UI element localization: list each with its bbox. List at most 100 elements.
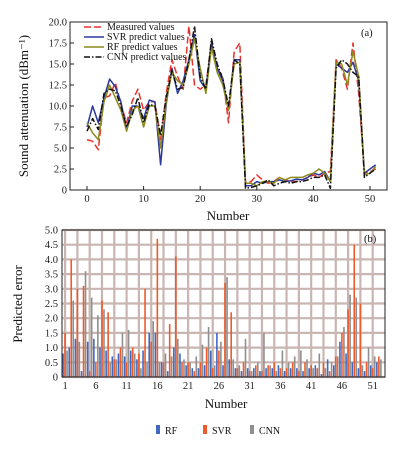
bar-rf xyxy=(265,368,267,377)
bar-cnn xyxy=(293,356,296,377)
bar-rf xyxy=(129,350,132,377)
bar-svr xyxy=(353,244,356,377)
bar-rf xyxy=(332,365,335,377)
bar-rf xyxy=(296,368,298,377)
bar-svr xyxy=(359,303,362,377)
bar-cnn xyxy=(349,294,351,377)
bar-svr xyxy=(125,362,128,377)
bar-svr xyxy=(328,371,331,377)
panel-a-x-tick-label: 50 xyxy=(365,194,376,205)
bar-svr xyxy=(107,312,109,377)
panel-b-legend: RF SVR CNN xyxy=(156,425,280,437)
bar-rf xyxy=(234,368,237,377)
panel-a-y-tick-label: 20.0 xyxy=(49,18,67,29)
bar-svr xyxy=(175,256,177,377)
bar-cnn xyxy=(269,365,271,377)
panel-b-y-tick-label: 3.0 xyxy=(45,284,58,295)
bar-cnn xyxy=(78,341,81,377)
bar-cnn xyxy=(127,329,130,377)
bar-cnn xyxy=(158,362,161,377)
panel-a-y-tick-label: 2.5 xyxy=(54,165,67,176)
bar-rf xyxy=(179,353,181,377)
bar-rf xyxy=(173,347,175,377)
bar-rf xyxy=(326,359,329,377)
bar-rf xyxy=(320,374,323,377)
panel-b-y-axis: 0 0.5 1.0 1.5 2.0 2.5 3.0 3.5 4.0 4.5 5.0 xyxy=(45,226,58,384)
panel-b-y-tick-label: 3.5 xyxy=(45,270,58,281)
bar-rf xyxy=(369,365,372,377)
legend-label-rf: RF xyxy=(165,426,178,437)
panel-b-x-tick-label: 6 xyxy=(93,381,98,392)
panel-a-y-tick-label: 17.5 xyxy=(49,39,67,50)
bar-svr xyxy=(316,368,319,377)
bar-cnn xyxy=(140,368,142,377)
bar-cnn xyxy=(109,362,111,377)
legend-label-cnn-predict-values: CNN predict values xyxy=(107,52,187,63)
panel-b-y-label: Predicted error xyxy=(10,265,25,343)
bar-cnn xyxy=(244,338,247,377)
bar-cnn xyxy=(170,356,173,377)
bar-svr xyxy=(193,371,196,377)
bar-svr xyxy=(261,371,263,377)
bar-rf xyxy=(228,359,230,377)
bar-svr xyxy=(187,362,189,377)
bar-svr xyxy=(242,362,245,377)
bar-cnn xyxy=(103,309,105,377)
bar-svr xyxy=(138,353,140,377)
bar-cnn xyxy=(90,297,93,377)
bar-svr xyxy=(101,300,103,377)
bar-cnn xyxy=(207,327,210,377)
legend-label-measured-values: Measured values xyxy=(107,22,175,33)
bar-cnn xyxy=(318,353,321,377)
bar-svr xyxy=(162,362,165,377)
bar-rf xyxy=(185,365,187,377)
panel-b: (b) 00.51.01.52.02.53.03.54.04.55.0 1 6 11… xyxy=(10,226,386,437)
panel-a-y-tick-label: 0 xyxy=(62,186,67,197)
panel-a-x-tick-label: 30 xyxy=(252,194,263,205)
bar-rf xyxy=(105,350,107,377)
bar-svr xyxy=(64,332,66,377)
panel-b-x-tick-label: 31 xyxy=(244,381,255,392)
bar-cnn xyxy=(201,344,204,377)
bar-cnn xyxy=(84,271,87,377)
bar-svr xyxy=(113,359,116,377)
bar-rf xyxy=(357,368,360,377)
panel-a-x-label: Number xyxy=(207,208,250,223)
panel-b-x-tick-label: 11 xyxy=(122,381,132,392)
bar-svr xyxy=(371,368,374,377)
panel-b-y-tick-label: 2.5 xyxy=(45,299,58,310)
legend-swatch-rf xyxy=(156,425,160,434)
bar-svr xyxy=(150,341,153,377)
panel-a-x-tick-label: 0 xyxy=(84,194,89,205)
bar-svr xyxy=(285,368,288,377)
bar-rf xyxy=(363,371,366,377)
bar-svr xyxy=(365,362,368,377)
bar-svr xyxy=(76,288,79,377)
panel-a-y-tick-label: 12.5 xyxy=(49,81,67,92)
panel-b-x-axis: 1 6 11 16 21 26 31 36 41 46 51 xyxy=(62,381,377,392)
bar-svr xyxy=(131,347,134,377)
bar-rf xyxy=(68,347,71,377)
bar-rf xyxy=(74,338,77,377)
bar-cnn xyxy=(238,365,241,377)
bar-rf xyxy=(209,350,212,377)
panel-b-x-label: Number xyxy=(205,396,248,411)
bar-cnn xyxy=(355,297,358,377)
panel-b-x-tick-label: 46 xyxy=(337,381,348,392)
panel-a-series xyxy=(86,25,377,190)
bar-svr xyxy=(273,362,276,377)
bar-cnn xyxy=(281,350,284,377)
bar-cnn xyxy=(121,332,124,377)
bar-svr xyxy=(341,332,343,377)
bar-rf xyxy=(246,368,249,377)
panel-b-bars xyxy=(62,238,382,377)
bar-rf xyxy=(191,368,194,377)
bar-cnn xyxy=(373,356,376,377)
bar-svr xyxy=(224,282,226,377)
bar-svr xyxy=(304,362,306,377)
panel-b-x-tick-label: 1 xyxy=(62,381,67,392)
bar-rf xyxy=(154,332,157,377)
panel-b-y-tick-label: 2.0 xyxy=(45,314,58,325)
bar-rf xyxy=(345,353,347,377)
panel-b-x-tick-label: 21 xyxy=(183,381,194,392)
